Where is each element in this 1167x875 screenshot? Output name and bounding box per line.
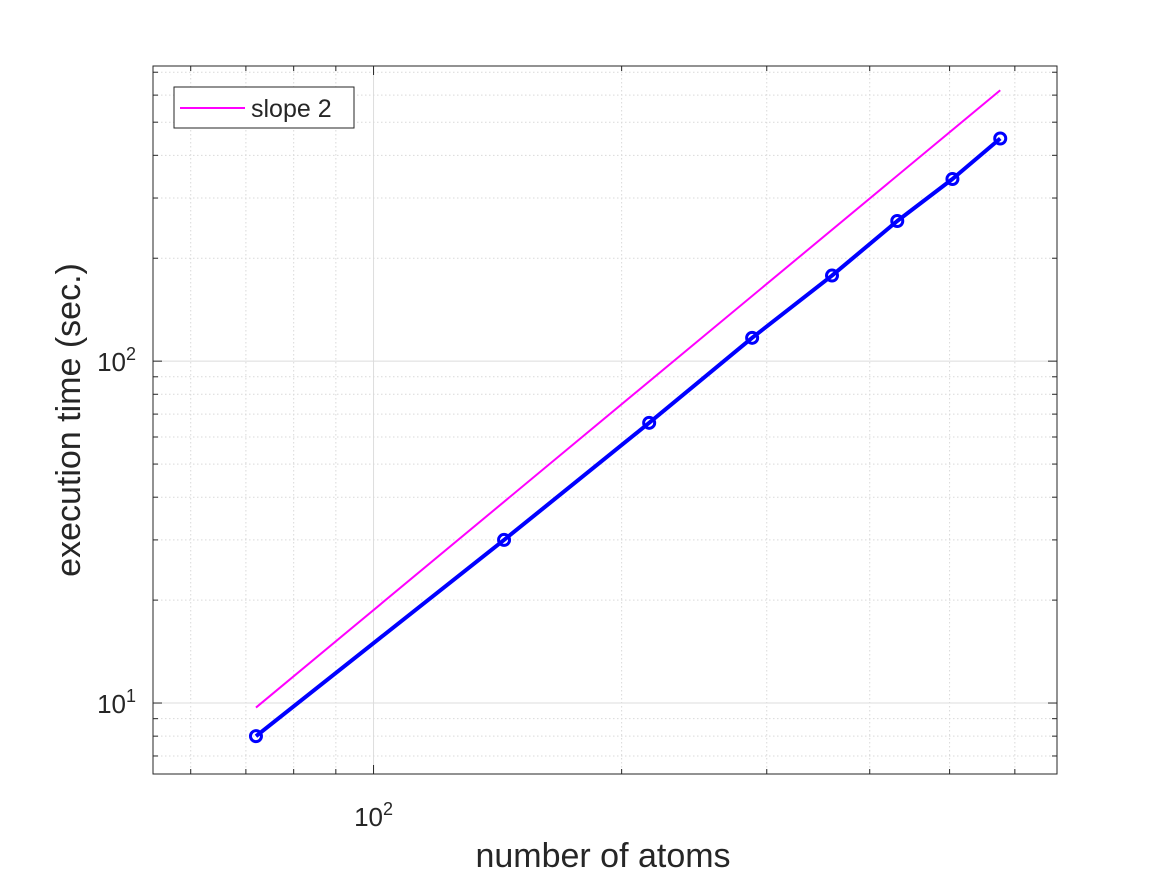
y-axis-label: execution time (sec.) <box>50 263 88 577</box>
slope-2-line <box>255 89 1001 709</box>
series <box>248 89 1008 744</box>
timing-line <box>254 136 1002 738</box>
data-point <box>497 532 512 547</box>
data-point <box>642 415 657 430</box>
tick-labels: 102 101 102 <box>97 344 393 832</box>
data-point <box>945 172 960 187</box>
data-point <box>825 268 840 283</box>
y-tick-label: 101 <box>97 686 136 719</box>
x-axis-label: number of atoms <box>475 837 730 875</box>
x-tick-label: 102 <box>354 799 393 832</box>
grid <box>153 66 1057 774</box>
data-point <box>248 729 263 744</box>
legend-entry-label: slope 2 <box>251 95 332 123</box>
ticks <box>153 66 1057 774</box>
data-point <box>890 214 905 229</box>
axes-box <box>152 65 1058 775</box>
data-point <box>993 131 1008 146</box>
data-point <box>745 330 760 345</box>
legend: slope 2 <box>173 86 355 129</box>
y-tick-label: 102 <box>97 344 136 377</box>
